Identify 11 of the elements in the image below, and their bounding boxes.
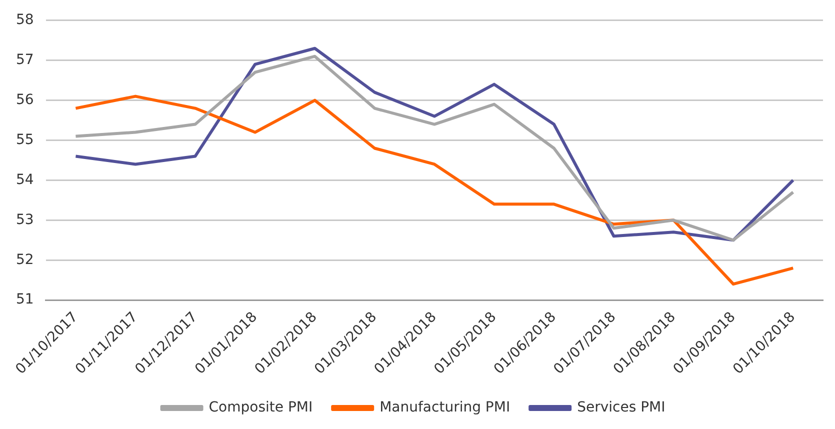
y-tick-label: 58 (16, 12, 34, 28)
y-tick-label: 57 (16, 52, 34, 68)
legend-label: Composite PMI (208, 400, 313, 416)
y-tick-label: 55 (16, 132, 34, 148)
y-tick-label: 54 (16, 172, 34, 188)
y-tick-label: 52 (16, 252, 34, 268)
y-tick-label: 51 (16, 292, 34, 308)
legend-label: Manufacturing PMI (380, 400, 510, 416)
y-tick-label: 56 (16, 92, 34, 108)
legend-label: Services PMI (577, 400, 666, 416)
y-tick-label: 53 (16, 212, 34, 228)
